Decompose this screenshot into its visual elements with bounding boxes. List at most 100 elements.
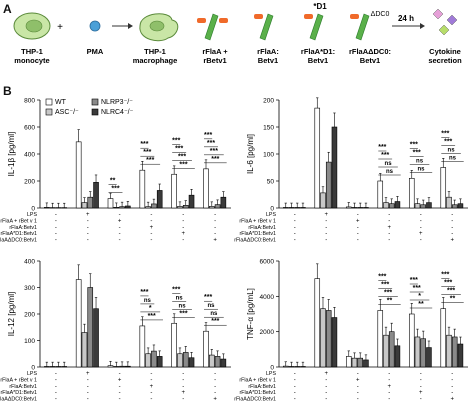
condition-sign: - — [325, 225, 327, 231]
panel-b-letter: B — [3, 84, 12, 98]
condition-sign: - — [357, 225, 359, 231]
condition-sign: - — [55, 377, 57, 383]
step-label: rFlaA: — [257, 47, 279, 56]
time-arrow-head-icon — [420, 23, 425, 29]
bar — [151, 203, 157, 209]
bar — [171, 173, 177, 209]
bar — [171, 322, 177, 368]
significance-label: *** — [175, 145, 183, 152]
significance-label: *** — [381, 281, 389, 288]
condition-sign: - — [87, 390, 89, 396]
condition-sign: - — [119, 390, 121, 396]
condition-sign: + — [150, 384, 154, 390]
plus-sign: + — [57, 22, 63, 33]
step-label: Cytokine — [429, 47, 461, 56]
bar — [282, 365, 289, 368]
condition-sign: - — [294, 231, 296, 237]
condition-sign: - — [325, 397, 327, 403]
significance-label: ns — [210, 311, 218, 317]
deletion-label: ΔDC0 — [371, 11, 390, 18]
bar — [145, 353, 151, 368]
significance-label: *** — [410, 141, 418, 148]
bar — [420, 338, 426, 368]
bar — [282, 207, 289, 209]
condition-sign: - — [150, 390, 152, 396]
bar — [93, 308, 99, 368]
condition-sign: + — [181, 390, 185, 396]
condition-row-label: rFlaA*D1:Betv1 — [239, 231, 276, 237]
y-tick-label: 200 — [24, 312, 35, 319]
bar — [177, 353, 183, 368]
condition-row-label: rFlaA*D1:Betv1 — [0, 231, 37, 237]
condition-sign: - — [451, 371, 453, 377]
bar — [125, 365, 131, 368]
condition-sign: - — [214, 231, 216, 237]
condition-sign: - — [150, 397, 152, 403]
bar — [107, 365, 114, 368]
condition-sign: + — [86, 212, 90, 218]
step-label: rFlaAΔDC0: — [349, 47, 391, 56]
bar — [156, 190, 163, 209]
step-label: Betv1 — [258, 56, 278, 65]
bar — [49, 207, 56, 209]
condition-sign: - — [55, 397, 57, 403]
condition-sign: - — [420, 238, 422, 244]
bar — [188, 357, 195, 368]
betv1-icon — [219, 18, 228, 23]
condition-sign: - — [87, 397, 89, 403]
bar — [55, 207, 62, 209]
condition-sign: - — [325, 377, 327, 383]
bar — [388, 331, 395, 368]
bar — [394, 201, 401, 209]
step-label: macrophage — [133, 56, 178, 65]
bar — [288, 207, 295, 209]
significance-label: ns — [144, 298, 152, 304]
condition-sign: - — [55, 218, 57, 224]
significance-label: *** — [211, 156, 219, 163]
condition-sign: - — [182, 384, 184, 390]
condition-sign: - — [357, 212, 359, 218]
condition-sign: + — [213, 238, 217, 244]
bar — [377, 180, 384, 209]
condition-sign: - — [119, 238, 121, 244]
step-label: Betv1 — [360, 56, 380, 65]
condition-sign: - — [325, 238, 327, 244]
condition-row-label: LPS — [266, 371, 276, 377]
bar — [377, 310, 384, 368]
condition-sign: + — [419, 231, 423, 237]
condition-sign: - — [420, 225, 422, 231]
significance-label: ns — [448, 148, 456, 154]
y-tick-label: 400 — [24, 152, 35, 159]
bar — [61, 207, 67, 209]
significance-label: * — [149, 305, 152, 312]
significance-label: *** — [413, 149, 421, 156]
condition-row-label: rFlaA:Betv1 — [9, 384, 37, 390]
condition-sign: - — [55, 371, 57, 377]
step-label: monocyte — [14, 56, 49, 65]
betv1-icon — [197, 18, 206, 23]
y-tick-label: 50 — [267, 179, 275, 186]
condition-sign: - — [182, 371, 184, 377]
legend-label: ASC⁻/⁻ — [55, 109, 79, 116]
condition-sign: - — [150, 371, 152, 377]
significance-label: *** — [410, 277, 418, 284]
bar — [363, 207, 369, 209]
bar — [214, 356, 221, 368]
bar — [139, 325, 146, 368]
condition-sign: - — [214, 390, 216, 396]
condition-sign: - — [294, 238, 296, 244]
y-tick-label: 0 — [270, 206, 274, 213]
bar — [414, 203, 421, 209]
bar — [314, 278, 321, 368]
condition-row-label: rFlaAΔDC0:Betv1 — [0, 238, 37, 244]
condition-sign: - — [451, 212, 453, 218]
condition-row-label: rFlaA + rBet v 1 — [239, 377, 276, 383]
condition-row-label: LPS — [27, 212, 37, 218]
bar — [125, 205, 131, 209]
condition-sign: + — [181, 231, 185, 237]
condition-sign: - — [325, 384, 327, 390]
betv1-fusion-icon — [304, 14, 313, 19]
condition-sign: + — [324, 371, 328, 377]
condition-sign: - — [87, 218, 89, 224]
